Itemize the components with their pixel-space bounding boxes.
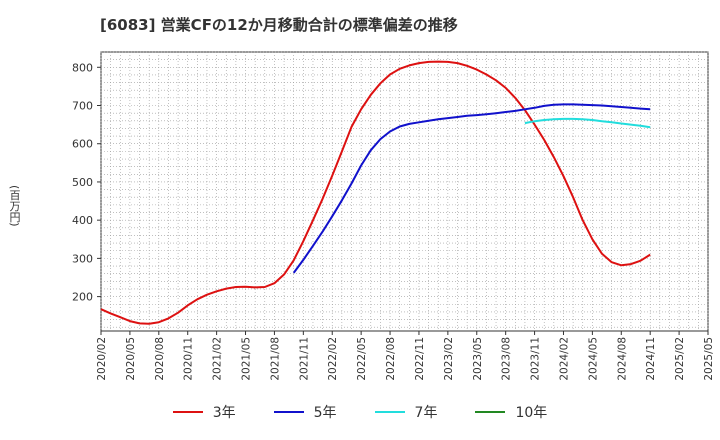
plot-area [100,51,709,332]
series-line-5年 [292,103,651,274]
legend-swatch [475,411,506,413]
series-line-3年 [100,60,651,325]
x-tick-label: 2023/08 [501,337,513,381]
legend-swatch [374,411,405,413]
legend-swatch [172,411,203,413]
line-chart: 200 300 400 500 600 700 800 2020/02 2020/05 2020/… [72,51,715,381]
x-tick-label: 2025/02 [674,337,686,381]
x-tick-label: 2022/05 [356,337,368,381]
y-tick-label: 600 [72,138,93,151]
legend-item: 5年 [273,402,337,422]
y-tick-label: 800 [72,61,93,74]
x-tick-label: 2025/05 [703,337,715,381]
legend-item: 10年 [475,402,547,422]
x-tick-label: 2020/11 [183,337,195,381]
x-tick-label: 2022/11 [414,337,426,381]
x-tick-label: 2021/08 [269,337,281,381]
x-tick-label: 2020/02 [96,337,108,381]
y-tick-label: 700 [72,100,93,113]
y-tick-label: 300 [72,252,93,265]
x-tick-label: 2024/11 [645,337,657,381]
x-tick-label: 2023/02 [443,337,455,381]
series-line-7年 [524,117,651,129]
x-tick-label: 2020/05 [125,337,137,381]
x-tick-label: 2021/05 [241,337,253,381]
x-tick-label: 2020/08 [154,337,166,381]
legend: 3年 5年 7年 10年 [0,402,720,422]
legend-label: 5年 [313,405,337,421]
legend-label: 3年 [212,405,236,421]
x-tick-label: 2024/02 [558,337,570,381]
x-tick-label: 2021/02 [212,337,224,381]
x-tick-label: 2023/05 [472,337,484,381]
chart-title: [6083] 営業CFの12か月移動合計の標準偏差の推移 [100,16,458,34]
y-tick-label: 400 [72,214,93,227]
y-tick-label: 500 [72,176,93,189]
legend-swatch [273,411,304,413]
x-tick-label: 2024/05 [587,337,599,381]
y-axis-label: (百万円) [8,185,21,227]
legend-item: 7年 [374,402,438,422]
legend-label: 10年 [515,405,548,421]
legend-label: 7年 [414,405,438,421]
x-tick-label: 2021/11 [298,337,310,381]
legend-item: 3年 [172,402,236,422]
x-tick-label: 2024/08 [616,337,628,381]
x-tick-label: 2022/08 [385,337,397,381]
y-tick-label: 200 [72,291,93,304]
x-tick-label: 2023/11 [530,337,542,381]
x-tick-label: 2022/02 [327,337,339,381]
